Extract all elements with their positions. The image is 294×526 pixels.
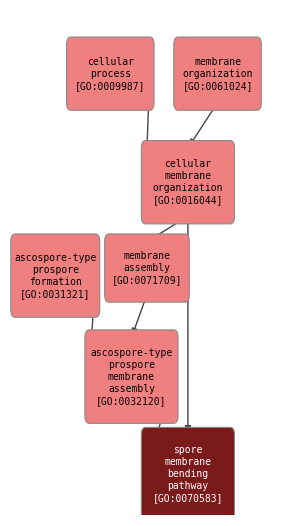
FancyBboxPatch shape [141,427,235,521]
Text: ascospore-type
prospore
formation
[GO:0031321]: ascospore-type prospore formation [GO:00… [14,252,96,299]
Text: cellular
membrane
organization
[GO:0016044]: cellular membrane organization [GO:00160… [153,159,223,205]
Text: cellular
process
[GO:0009987]: cellular process [GO:0009987] [75,57,146,90]
Text: membrane
assembly
[GO:0071709]: membrane assembly [GO:0071709] [112,251,182,285]
Text: spore
membrane
bending
pathway
[GO:0070583]: spore membrane bending pathway [GO:00705… [153,445,223,503]
FancyBboxPatch shape [174,37,261,110]
FancyBboxPatch shape [85,330,178,423]
FancyBboxPatch shape [66,37,154,110]
FancyBboxPatch shape [11,234,100,317]
FancyBboxPatch shape [105,234,189,302]
Text: membrane
organization
[GO:0061024]: membrane organization [GO:0061024] [182,57,253,90]
Text: ascospore-type
prospore
membrane
assembly
[GO:0032120]: ascospore-type prospore membrane assembl… [90,348,173,406]
FancyBboxPatch shape [141,140,235,224]
